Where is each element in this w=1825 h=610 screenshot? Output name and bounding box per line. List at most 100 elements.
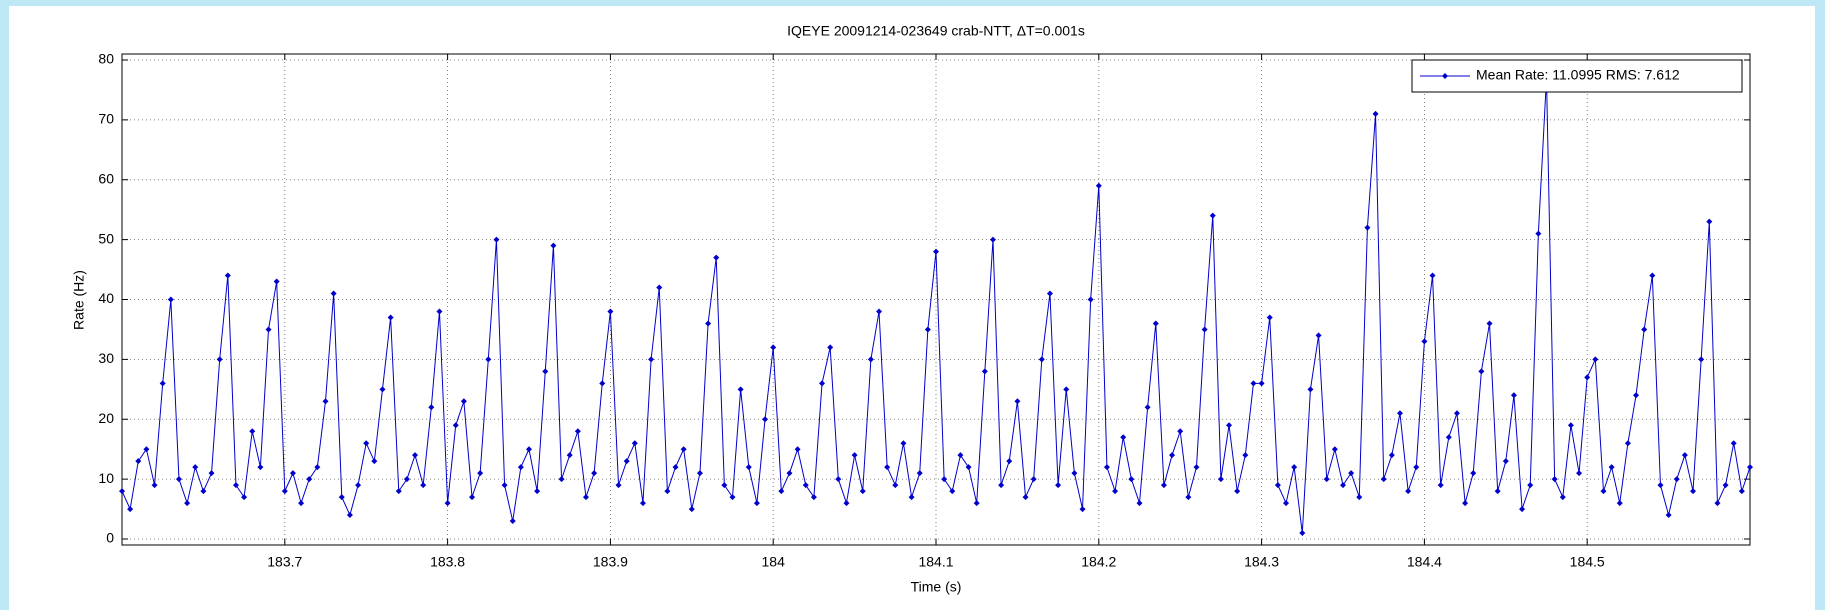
data-point — [1283, 500, 1290, 507]
data-point — [1722, 482, 1729, 489]
data-point — [745, 464, 752, 471]
y-tick-label: 80 — [98, 51, 114, 67]
data-point — [1665, 512, 1672, 519]
data-point — [1323, 476, 1330, 483]
data-point — [1169, 452, 1176, 459]
data-point — [753, 500, 760, 507]
data-point — [1576, 470, 1583, 477]
data-point — [843, 500, 850, 507]
data-point — [1470, 470, 1477, 477]
data-point — [1429, 272, 1436, 279]
data-point — [876, 308, 883, 315]
data-point — [924, 326, 931, 333]
data-point — [493, 236, 500, 243]
data-point — [1551, 476, 1558, 483]
data-point — [729, 494, 736, 501]
data-point — [509, 518, 516, 525]
data-point — [1649, 272, 1656, 279]
data-point — [631, 440, 638, 447]
data-point — [705, 320, 712, 327]
data-point — [582, 494, 589, 501]
data-point — [1185, 494, 1192, 501]
data-point — [444, 500, 451, 507]
data-point — [1372, 110, 1379, 117]
data-point — [143, 446, 150, 453]
data-point — [1177, 428, 1184, 435]
data-point — [1022, 494, 1029, 501]
data-point — [819, 380, 826, 387]
data-point — [1600, 488, 1607, 495]
data-point — [1413, 464, 1420, 471]
data-point — [395, 488, 402, 495]
data-point — [127, 506, 134, 513]
data-point — [412, 452, 419, 459]
data-point — [794, 446, 801, 453]
data-point — [485, 356, 492, 363]
data-point — [469, 494, 476, 501]
data-point — [363, 440, 370, 447]
data-point — [1201, 326, 1208, 333]
data-point — [900, 440, 907, 447]
data-point — [933, 248, 939, 255]
data-point — [884, 464, 891, 471]
data-point — [607, 308, 614, 315]
data-point — [1624, 440, 1631, 447]
data-point — [1396, 410, 1403, 417]
data-point — [159, 380, 166, 387]
data-point — [1152, 320, 1159, 327]
data-point — [1299, 530, 1306, 537]
data-point — [1519, 506, 1526, 513]
data-point — [1453, 410, 1460, 417]
data-point — [648, 356, 655, 363]
data-point — [1486, 320, 1493, 327]
data-point — [232, 482, 239, 489]
data-point — [713, 254, 720, 261]
data-point — [1730, 440, 1737, 447]
data-point — [778, 488, 785, 495]
y-tick-label: 50 — [98, 230, 114, 246]
data-point — [981, 368, 988, 375]
data-point — [1535, 230, 1542, 237]
data-point — [1030, 476, 1037, 483]
data-point — [1380, 476, 1387, 483]
data-point — [265, 326, 272, 333]
data-point — [1112, 488, 1119, 495]
data-point — [1706, 218, 1713, 225]
data-point — [1698, 356, 1705, 363]
y-tick-label: 60 — [98, 170, 114, 186]
data-point — [1234, 488, 1241, 495]
y-tick-label: 40 — [98, 290, 114, 306]
data-point — [1095, 182, 1102, 189]
data-point — [615, 482, 622, 489]
data-point — [1217, 476, 1224, 483]
data-point — [1226, 422, 1233, 429]
data-point — [802, 482, 809, 489]
data-point — [1690, 488, 1697, 495]
data-point — [1103, 464, 1110, 471]
x-tick-label: 183.8 — [430, 554, 465, 570]
data-point — [1046, 290, 1053, 297]
data-point — [908, 494, 915, 501]
data-point — [566, 452, 573, 459]
data-point — [1291, 464, 1298, 471]
data-point — [1014, 398, 1021, 405]
data-point — [973, 500, 980, 507]
data-point — [867, 356, 874, 363]
data-point — [989, 236, 996, 243]
data-point — [1348, 470, 1355, 477]
data-point — [1079, 506, 1086, 513]
data-point — [892, 482, 899, 489]
data-point — [1478, 368, 1485, 375]
data-point — [965, 464, 972, 471]
data-point — [281, 488, 288, 495]
data-point — [1006, 458, 1013, 465]
data-point — [1502, 458, 1509, 465]
data-point — [591, 470, 598, 477]
data-point — [298, 500, 305, 507]
figure-panel — [9, 6, 1815, 610]
data-point — [770, 344, 777, 351]
data-point — [1193, 464, 1200, 471]
data-point — [810, 494, 817, 501]
data-point — [1144, 404, 1151, 411]
